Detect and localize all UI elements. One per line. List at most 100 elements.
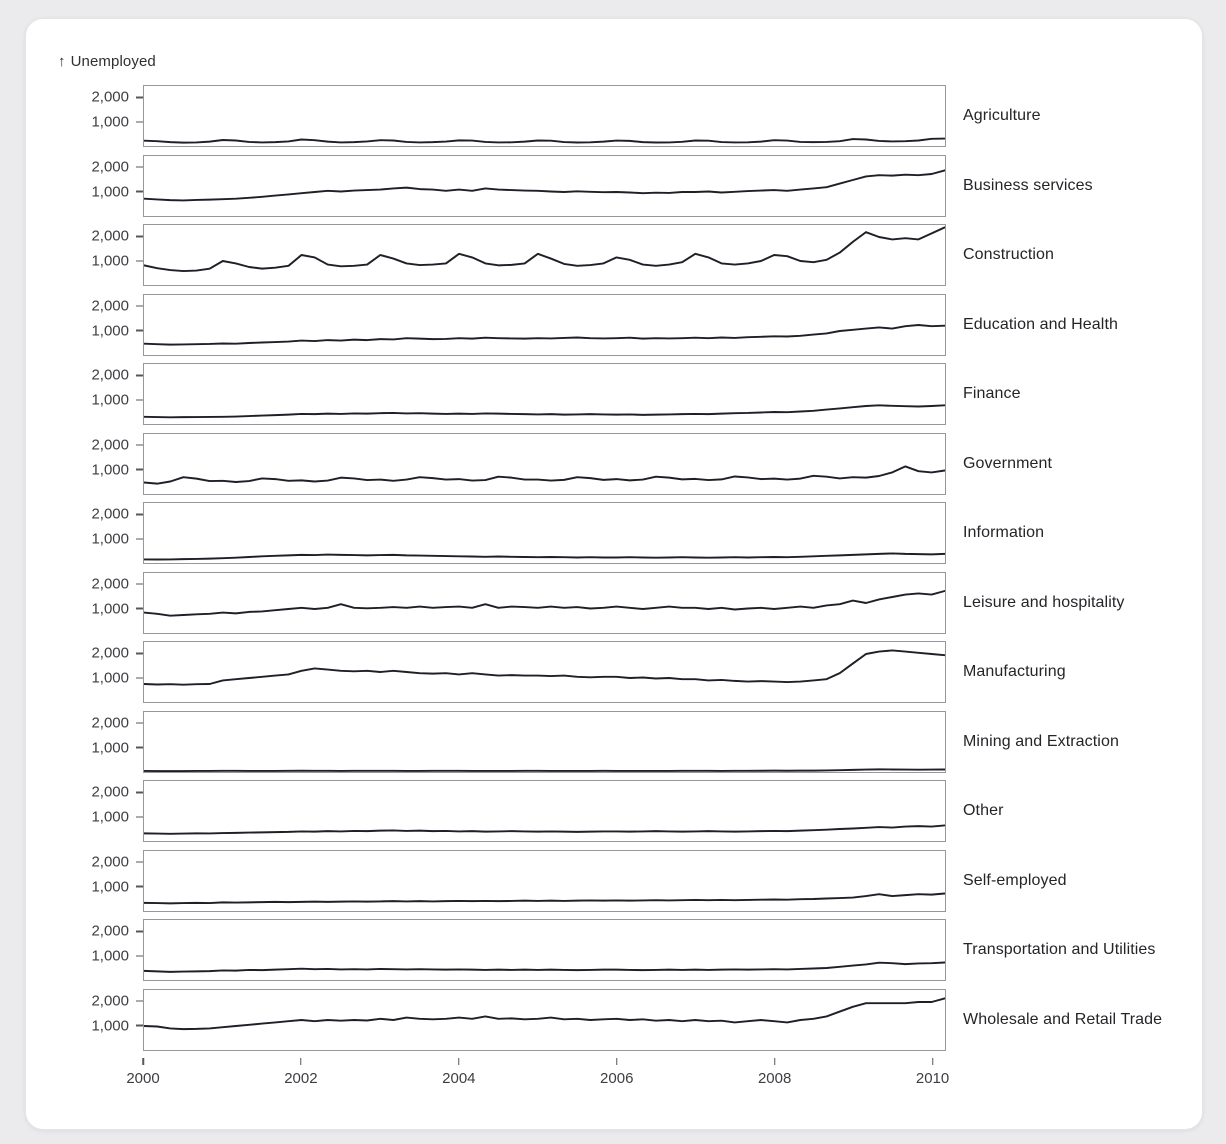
- facet-panel-finance: [143, 363, 946, 425]
- facet-label-leisure-and-hospitality: Leisure and hospitality: [963, 593, 1125, 611]
- x-tick-mark: [931, 1058, 934, 1065]
- y-tick-label: 2,000: [91, 853, 129, 871]
- y-axis: 2,000 1,000: [58, 224, 143, 286]
- y-axis: 2,000 1,000: [58, 989, 143, 1051]
- y-tick-label: 1,000: [91, 113, 129, 131]
- y-tick: 1,000: [91, 323, 143, 338]
- facet-panel-self-employed: [143, 849, 946, 912]
- y-tick-mark: [136, 468, 143, 471]
- y-tick-label: 1,000: [91, 1017, 129, 1035]
- facet-label-agriculture: Agriculture: [963, 107, 1041, 124]
- y-tick: 1,000: [91, 810, 143, 825]
- facet-panel-other: [143, 780, 946, 842]
- y-tick-mark: [136, 930, 143, 933]
- y-tick-label: 1,000: [91, 947, 129, 965]
- y-tick-label: 2,000: [91, 227, 129, 245]
- y-tick-mark: [136, 722, 143, 724]
- facet-label-transportation-and-utilities: Transportation and Utilities: [963, 941, 1156, 958]
- facet-label-information: Information: [963, 524, 1045, 541]
- y-tick: 1,000: [91, 393, 143, 408]
- y-tick-label: 2,000: [91, 922, 129, 940]
- y-tick: 1,000: [91, 532, 143, 547]
- facet-panel-information: [143, 502, 946, 564]
- line-agriculture: [144, 137, 945, 144]
- y-tick-mark: [136, 1000, 143, 1002]
- y-tick: 2,000: [91, 646, 143, 661]
- x-tick-mark: [773, 1058, 776, 1065]
- y-axis: 2,000 1,000: [58, 850, 143, 912]
- y-tick: 2,000: [91, 785, 143, 800]
- y-tick-label: 1,000: [91, 600, 129, 618]
- chart-card: ↑ Unemployed 2,000 1,000 Agriculture 2,000 1,…: [25, 18, 1203, 1130]
- y-tick-mark: [136, 235, 143, 238]
- y-tick-mark: [136, 816, 143, 818]
- y-tick-mark: [136, 885, 143, 888]
- y-axis: 2,000 1,000: [58, 502, 143, 564]
- y-tick-mark: [136, 652, 143, 655]
- y-tick-label: 2,000: [91, 158, 129, 176]
- y-tick: 2,000: [91, 507, 143, 522]
- y-tick: 2,000: [91, 715, 143, 730]
- line-government: [144, 464, 945, 485]
- line-wholesale-and-retail-trade: [144, 996, 945, 1030]
- y-tick: 1,000: [91, 1018, 143, 1033]
- y-tick-label: 1,000: [91, 183, 129, 201]
- y-tick-label: 2,000: [91, 992, 129, 1010]
- x-tick-label: 2006: [600, 1070, 634, 1087]
- y-tick-mark: [136, 955, 143, 957]
- y-tick: 2,000: [91, 90, 143, 105]
- x-tick-label: 2004: [442, 1070, 476, 1087]
- y-axis: 2,000 1,000: [58, 155, 143, 217]
- facet-label-construction: Construction: [963, 246, 1055, 263]
- y-tick-mark: [136, 305, 143, 307]
- y-tick-mark: [136, 374, 143, 377]
- y-tick-mark: [136, 329, 143, 332]
- y-axis: 2,000 1,000: [58, 711, 143, 773]
- line-leisure-and-hospitality: [144, 589, 945, 617]
- y-tick-label: 2,000: [91, 297, 129, 315]
- line-manufacturing: [144, 649, 945, 686]
- y-tick-mark: [136, 166, 143, 168]
- y-tick-label: 1,000: [91, 461, 129, 479]
- y-tick-mark: [136, 190, 143, 193]
- facet-label-finance: Finance: [963, 385, 1021, 402]
- y-tick-label: 1,000: [91, 739, 129, 757]
- y-tick-mark: [136, 746, 143, 749]
- facet-row-education-and-health: 2,000 1,000 Education and Health: [58, 293, 1202, 356]
- facet-panel-wholesale-and-retail-trade: [143, 988, 946, 1051]
- facet-row-manufacturing: 2,000 1,000 Manufacturing: [58, 641, 1202, 703]
- y-tick: 1,000: [91, 254, 143, 269]
- y-tick: 2,000: [91, 924, 143, 939]
- facet-row-information: 2,000 1,000 Information: [58, 502, 1202, 564]
- facet-label-self-employed: Self-employed: [963, 871, 1067, 889]
- facet-container: 2,000 1,000 Agriculture 2,000 1,000 Business …: [58, 85, 1202, 1051]
- y-tick: 1,000: [91, 671, 143, 686]
- y-axis-title: ↑ Unemployed: [58, 53, 1202, 71]
- y-tick-label: 2,000: [91, 783, 129, 801]
- x-tick-mark: [300, 1058, 302, 1065]
- facet-panel-education-and-health: [143, 293, 946, 356]
- y-tick: 1,000: [91, 115, 143, 130]
- facet-panel-leisure-and-hospitality: [143, 571, 946, 634]
- line-mining-and-extraction: [144, 767, 945, 772]
- x-tick-label: 2008: [757, 1070, 792, 1087]
- line-transportation-and-utilities: [144, 961, 945, 973]
- y-tick-mark: [136, 513, 143, 516]
- y-tick-mark: [136, 538, 143, 540]
- facet-panel-mining-and-extraction: [143, 710, 946, 773]
- line-information: [144, 552, 945, 561]
- y-axis: 2,000 1,000: [58, 363, 143, 425]
- y-tick-mark: [136, 1024, 143, 1027]
- x-tick-label: 2002: [284, 1070, 318, 1087]
- y-axis: 2,000 1,000: [58, 572, 143, 634]
- y-tick-label: 2,000: [91, 366, 129, 384]
- y-axis-title-text: Unemployed: [70, 53, 156, 70]
- y-tick-label: 1,000: [91, 322, 129, 340]
- y-tick-mark: [136, 121, 143, 123]
- facet-panel-construction: [143, 224, 946, 286]
- facet-label-government: Government: [963, 454, 1053, 472]
- facet-label-manufacturing: Manufacturing: [963, 663, 1066, 680]
- x-tick-label: 2010: [915, 1070, 950, 1087]
- facet-panel-business-services: [143, 154, 946, 217]
- line-self-employed: [144, 892, 945, 904]
